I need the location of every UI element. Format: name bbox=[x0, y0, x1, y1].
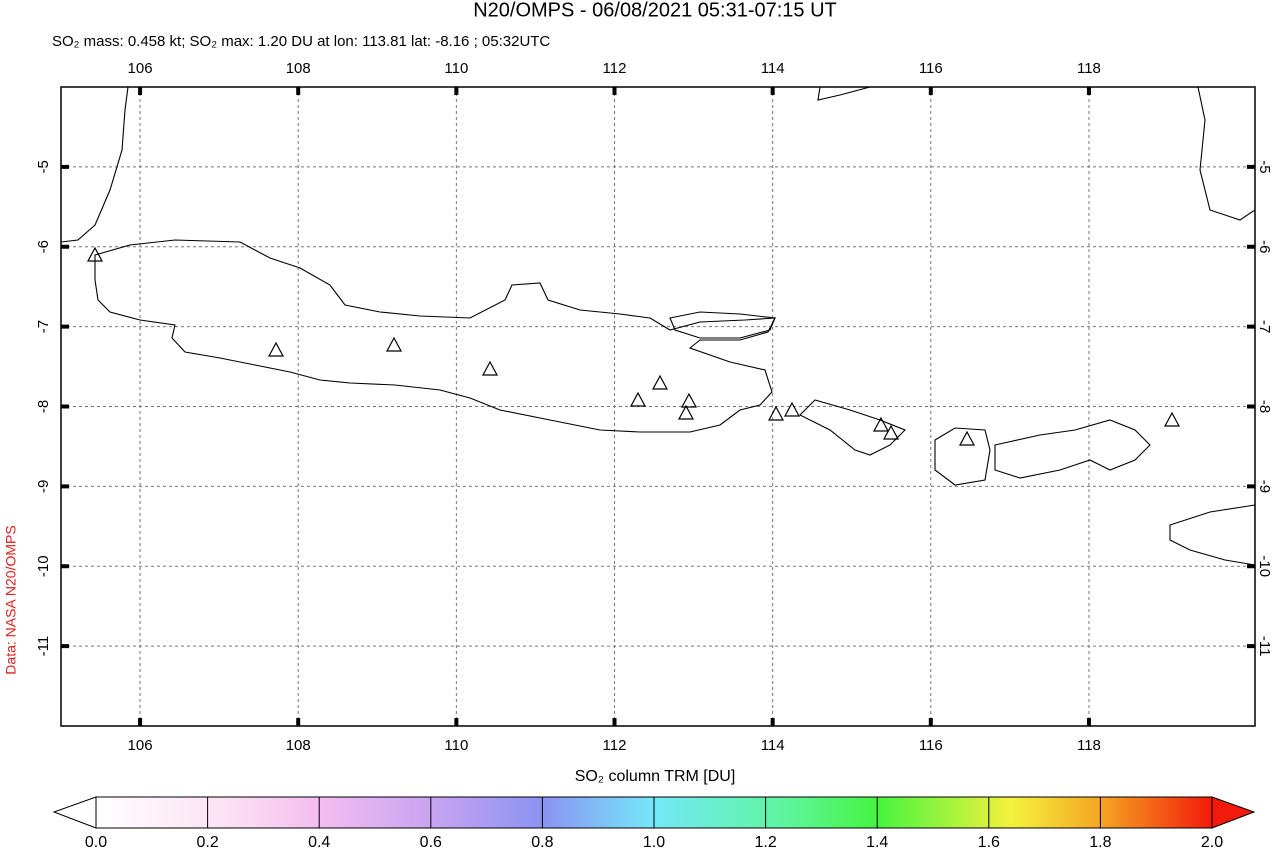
java-coast bbox=[94, 239, 776, 433]
x-tick-label: 118 bbox=[1077, 737, 1101, 754]
volcano-marker bbox=[1163, 411, 1181, 427]
y-tick-label: -8 bbox=[1256, 400, 1272, 413]
volcano-marker bbox=[767, 405, 785, 421]
volcanoes bbox=[86, 246, 1181, 446]
axes: 106 106 108 108 110 110 112 112 114 114 116 116 118 1… bbox=[35, 60, 1272, 754]
volcano-marker bbox=[86, 246, 104, 262]
x-tick-label: 106 bbox=[128, 737, 153, 754]
x-tick-label: 116 bbox=[919, 60, 943, 77]
y-tick-label: -9 bbox=[1256, 480, 1272, 493]
volcano-marker bbox=[958, 430, 976, 446]
volcano-marker bbox=[629, 391, 647, 407]
volcano-marker bbox=[882, 424, 900, 440]
volcano-marker bbox=[385, 336, 403, 352]
x-tick-label: 116 bbox=[919, 737, 943, 754]
x-tick-label: 110 bbox=[444, 60, 468, 77]
volcano-marker bbox=[680, 392, 698, 408]
y-tick-label: -11 bbox=[35, 636, 52, 657]
x-tick-label: 108 bbox=[286, 737, 311, 754]
y-tick-label: -5 bbox=[1256, 160, 1272, 173]
x-tick-label: 110 bbox=[444, 737, 468, 754]
credit: Data: NASA N20/OMPS bbox=[3, 525, 19, 674]
sulawesi-coast bbox=[1197, 87, 1255, 221]
subtitle: SO₂ mass: 0.458 kt; SO₂ max: 1.20 DU at … bbox=[52, 33, 550, 50]
y-tick-label: -8 bbox=[35, 400, 52, 413]
x-tick-label: 114 bbox=[761, 60, 785, 77]
colorbar-tick-label: 1.8 bbox=[1089, 834, 1111, 851]
colorbar-tick-label: 0.0 bbox=[85, 834, 107, 851]
volcano-marker bbox=[872, 416, 890, 432]
x-tick-label: 112 bbox=[603, 60, 627, 77]
colorbar-tick-label: 0.6 bbox=[420, 834, 442, 851]
colorbar-tick-label: 1.6 bbox=[978, 834, 1000, 851]
colorbar-tick-label: 1.2 bbox=[754, 834, 776, 851]
madura-coast bbox=[669, 311, 776, 339]
colorbar-ticks: 0.0 0.2 0.4 0.6 0.8 1.0 1.2 1.4 1.6 1.8 2.0 bbox=[85, 797, 1223, 851]
colorbar-tick-label: 0.8 bbox=[531, 834, 553, 851]
title: N20/OMPS - 06/08/2021 05:31-07:15 UT bbox=[473, 0, 837, 21]
borneo-coast bbox=[817, 87, 871, 101]
colorbar-over-arrow bbox=[1211, 796, 1256, 829]
y-tick-label: -7 bbox=[35, 320, 52, 333]
sumatra-coast bbox=[61, 87, 129, 243]
colorbar-tick-label: 2.0 bbox=[1201, 834, 1223, 851]
x-tick-label: 112 bbox=[603, 737, 627, 754]
y-tick-label: -11 bbox=[1256, 636, 1272, 657]
colorbar-tick-label: 1.4 bbox=[866, 834, 888, 851]
y-tick-label: -6 bbox=[1256, 240, 1272, 253]
colorbar-tick-label: 1.0 bbox=[643, 834, 665, 851]
x-tick-label: 108 bbox=[286, 60, 311, 77]
volcano-marker bbox=[481, 360, 499, 376]
volcano-marker bbox=[677, 404, 695, 420]
y-tick-label: -9 bbox=[35, 480, 52, 493]
y-tick-label: -6 bbox=[35, 240, 52, 253]
volcano-marker bbox=[783, 401, 801, 417]
x-tick-label: 118 bbox=[1077, 60, 1101, 77]
y-tick-label: -10 bbox=[35, 555, 52, 577]
colorbar-label: SO₂ column TRM [DU] bbox=[575, 768, 736, 785]
x-tick-label: 114 bbox=[761, 737, 785, 754]
sumba-coast bbox=[1169, 504, 1255, 566]
volcano-marker bbox=[651, 374, 669, 390]
sumbawa-coast bbox=[994, 419, 1151, 479]
grid bbox=[61, 87, 1255, 726]
y-tick-label: -10 bbox=[1256, 555, 1272, 577]
lombok-coast bbox=[934, 427, 991, 486]
y-tick-label: -7 bbox=[1256, 320, 1272, 333]
colorbar-under-arrow bbox=[52, 796, 97, 829]
colorbar-tick-label: 0.2 bbox=[196, 834, 218, 851]
y-tick-label: -5 bbox=[35, 160, 52, 173]
volcano-marker bbox=[267, 341, 285, 357]
x-tick-label: 106 bbox=[128, 60, 153, 77]
colorbar-tick-label: 0.4 bbox=[308, 834, 330, 851]
